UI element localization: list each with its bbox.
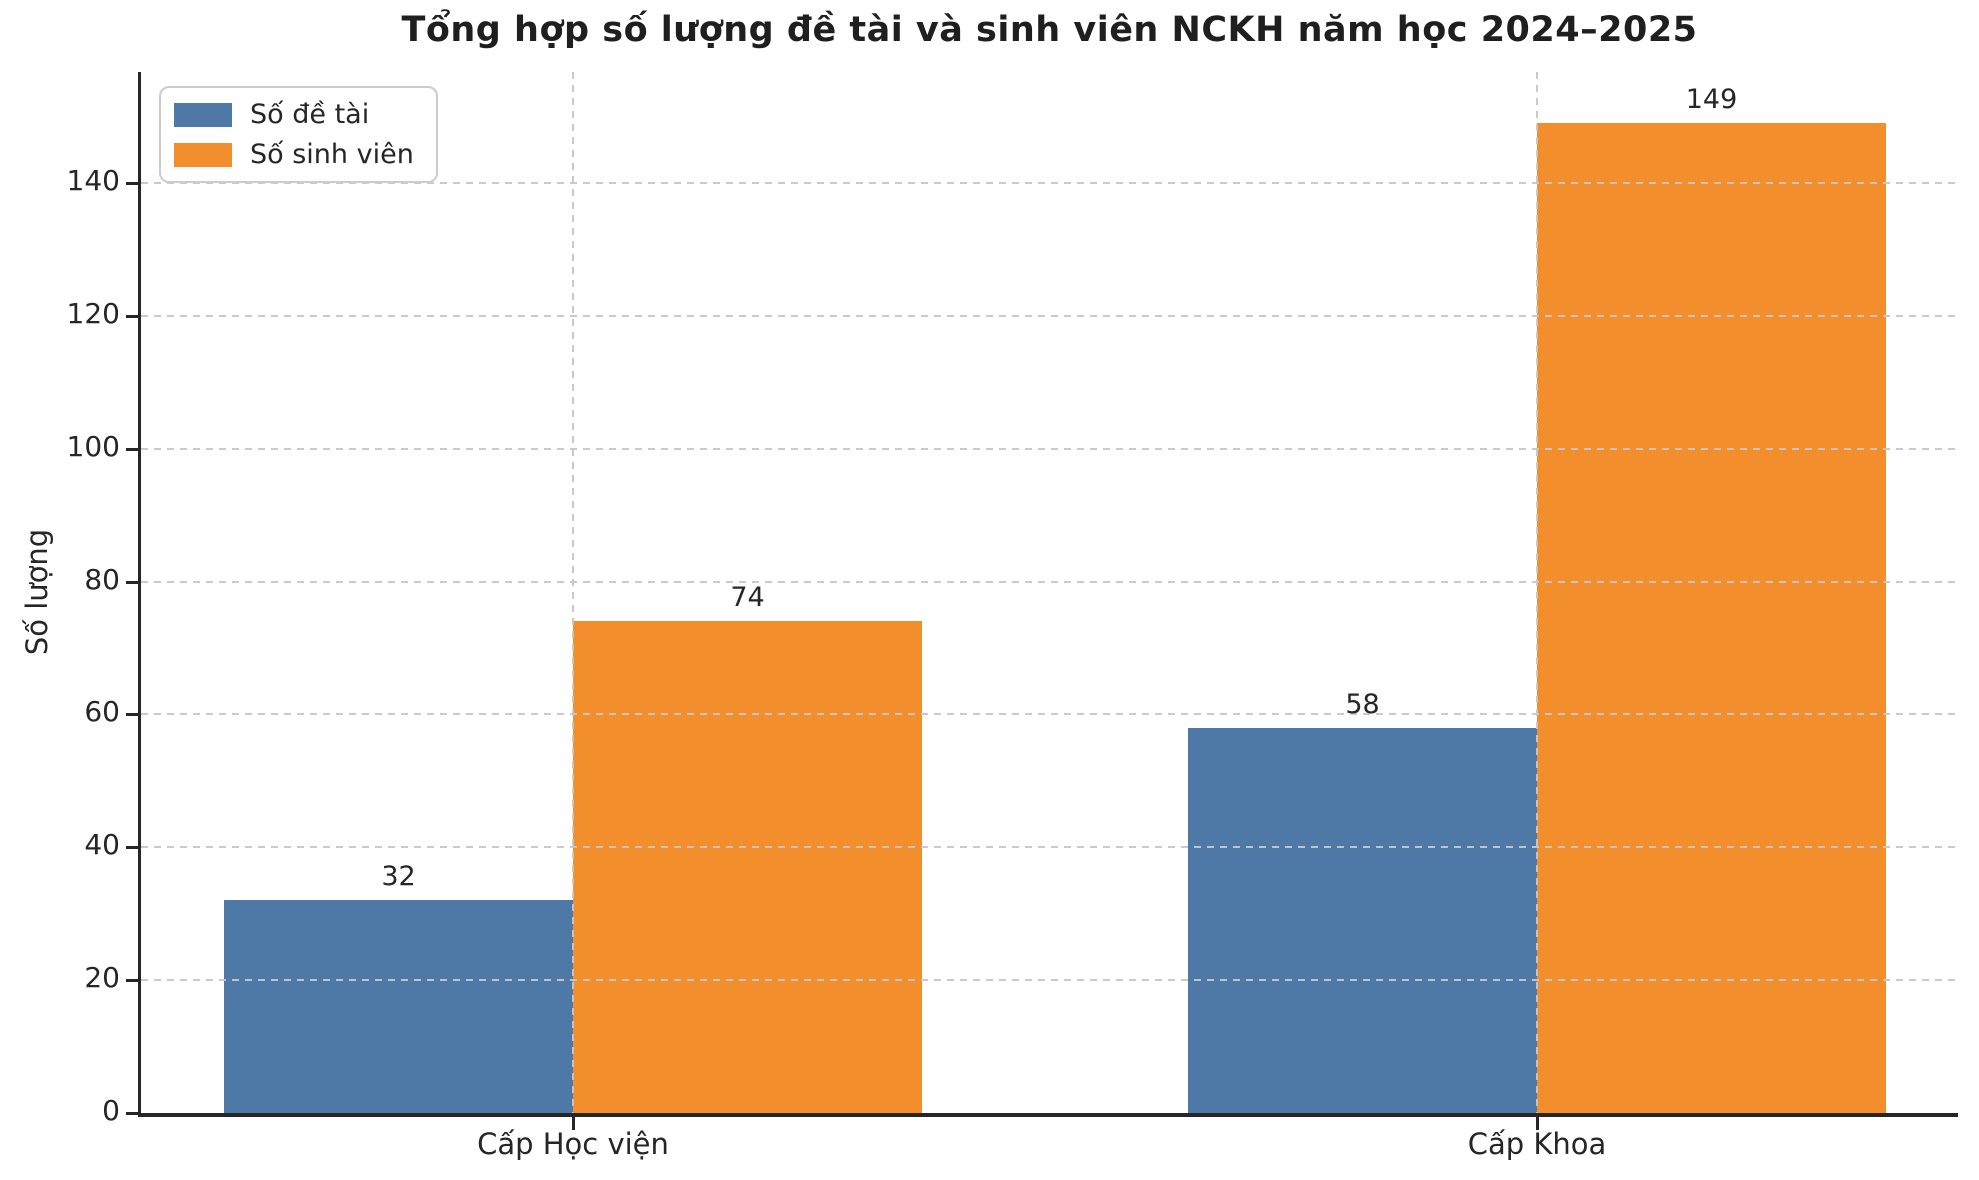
bar-value-label: 149 [1685,84,1738,116]
bar-value-label: 32 [381,861,416,893]
y-axis-spine [138,72,141,1117]
bar-value-label: 74 [730,582,765,614]
grid-line-horizontal [141,447,1958,450]
y-tick-label: 20 [84,961,120,995]
legend-color-swatch [174,142,232,167]
y-tick-label: 0 [102,1094,120,1127]
bar [224,900,573,1113]
grid-line-horizontal [141,713,1958,716]
y-tick-label: 80 [84,562,120,596]
y-tick-mark [126,314,139,318]
legend-item: Số sinh viên [174,139,414,170]
y-tick-mark [126,1112,139,1115]
y-tick-mark [126,979,139,983]
grid-line-horizontal [141,314,1958,317]
bar-value-label: 58 [1345,688,1380,720]
chart-title: Tổng hợp số lượng đề tài và sinh viên NC… [401,10,1698,50]
x-axis-spine [138,1113,1958,1117]
y-tick-label: 100 [66,429,120,463]
y-tick-mark [126,713,139,717]
x-tick-mark [1536,1117,1539,1130]
legend-color-swatch [174,102,232,127]
grid-line-vertical [572,72,574,1113]
y-tick-mark [126,447,139,451]
grid-line-horizontal [141,846,1958,849]
grid-line-horizontal [141,580,1958,583]
bar [1188,727,1537,1113]
grid-line-vertical [1536,72,1538,1113]
plot-area: 32 58 74 149 [141,72,1958,1113]
legend: Số đề tài Số sinh viên [159,86,438,183]
y-tick-mark [126,846,139,850]
y-tick-label: 140 [66,163,120,197]
x-tick-label: Cấp Học viện [477,1127,669,1161]
y-tick-label: 120 [66,296,120,330]
bar [1537,123,1886,1113]
bar [573,621,922,1113]
grid-line-horizontal [141,979,1958,982]
grid-line-horizontal [141,181,1958,184]
legend-item-label: Số sinh viên [250,139,414,170]
y-tick-mark [126,580,139,584]
y-tick-mark [126,181,139,185]
legend-item: Số đề tài [174,99,414,130]
y-tick-label: 40 [84,828,120,862]
y-tick-label: 60 [84,695,120,729]
x-tick-mark [572,1117,575,1130]
legend-item-label: Số đề tài [250,99,370,130]
x-tick-label: Cấp Khoa [1467,1127,1607,1161]
